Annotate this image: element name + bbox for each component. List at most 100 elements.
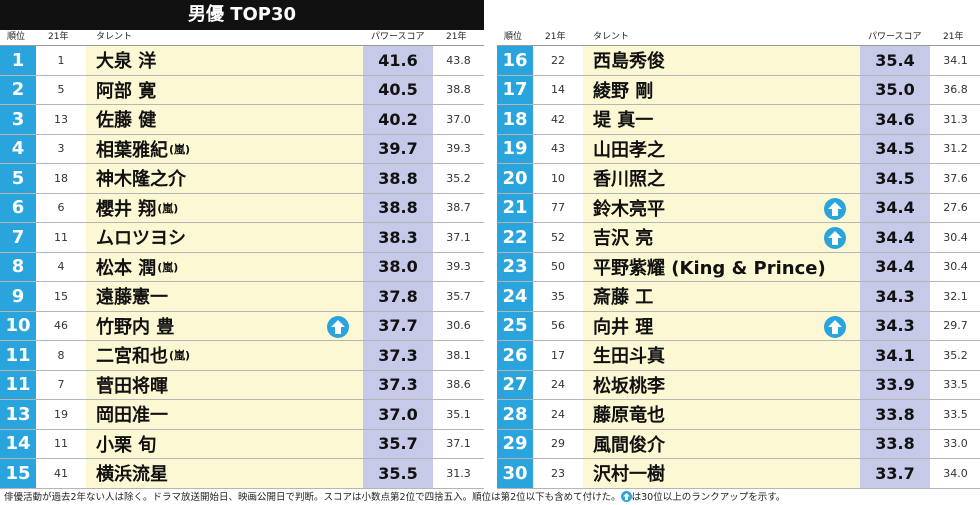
rank-cell: 4 [0, 134, 36, 163]
score21-cell: 34.1 [943, 53, 968, 67]
talent-cell: 松坂桃李 [583, 370, 860, 399]
talent-cell: 西島秀俊 [583, 46, 860, 75]
rank-cell: 30 [497, 459, 533, 488]
table-row: 17 14 綾野 剛 35.0 36.8 [497, 75, 980, 105]
rank-cell: 24 [497, 282, 533, 311]
talent-group: (嵐) [169, 142, 191, 156]
header-rank: 順位 [7, 32, 26, 42]
talent-group: (嵐) [157, 260, 179, 274]
prev-rank-cell: 43 [551, 142, 565, 156]
talent-name: 二宮和也 (嵐) [96, 341, 190, 370]
table-row: 18 42 堤 真一 34.6 31.3 [497, 105, 980, 135]
up-arrow-circle-icon [824, 227, 846, 249]
table-header: 順位 21年 タレント パワースコア 21年 [497, 30, 980, 46]
score21-cell: 31.2 [943, 142, 968, 156]
talent-group: (嵐) [169, 349, 191, 363]
rank-cell: 23 [497, 252, 533, 281]
talent-cell: 藤原竜也 [583, 400, 860, 429]
rank-cell: 20 [497, 164, 533, 193]
table-row: 28 24 藤原竜也 33.8 33.5 [497, 400, 980, 430]
power-score-cell: 38.3 [363, 223, 433, 252]
score21-cell: 30.6 [446, 319, 471, 333]
talent-name: 佐藤 健 [96, 105, 156, 134]
prev-rank-cell: 77 [551, 201, 565, 215]
prev-rank-cell: 22 [551, 53, 565, 67]
power-score-cell: 37.3 [363, 370, 433, 399]
talent-cell: 菅田将暉 [86, 370, 363, 400]
talent-name: 神木隆之介 [96, 164, 186, 193]
rank-cell: 11 [0, 341, 36, 370]
talent-name: 風間俊介 [593, 430, 665, 459]
prev-rank-cell: 35 [551, 289, 565, 303]
table-row: 4 3 相葉雅紀 (嵐) 39.7 39.3 [0, 134, 484, 164]
power-score-cell: 33.9 [860, 370, 930, 399]
table-row: 7 11 ムロツヨシ 38.3 37.1 [0, 223, 484, 253]
footnote: 俳優活動が過去2年ない人は除く。ドラマ放送開始日、映画公開日で判断。スコアは小数… [4, 489, 785, 503]
power-score-cell: 34.1 [860, 341, 930, 370]
talent-name: 山田孝之 [593, 135, 665, 164]
score21-cell: 33.5 [943, 378, 968, 392]
talent-cell: 山田孝之 [583, 134, 860, 164]
power-score-cell: 38.8 [363, 164, 433, 193]
prev-rank-cell: 5 [57, 83, 65, 97]
table-row: 5 18 神木隆之介 38.8 35.2 [0, 164, 484, 194]
talent-name: 相葉雅紀 (嵐) [96, 135, 190, 164]
rank-cell: 19 [497, 134, 533, 163]
talent-cell: 松本 潤 (嵐) [86, 252, 363, 281]
up-arrow-circle-icon [327, 315, 349, 338]
score21-cell: 38.6 [446, 378, 471, 392]
score21-cell: 37.1 [446, 437, 471, 451]
power-score-cell: 40.5 [363, 75, 433, 104]
rank-cell: 26 [497, 341, 533, 370]
talent-name: 香川照之 [593, 164, 665, 193]
talent-name: 岡田准一 [96, 400, 168, 429]
rank-cell: 28 [497, 400, 533, 429]
talent-name-text: 松坂桃李 [593, 375, 665, 397]
ranking-panel-right: 順位 21年 タレント パワースコア 21年 16 22 西島秀俊 35.4 34.1 1… [497, 30, 980, 489]
prev-rank-cell: 13 [54, 112, 68, 126]
prev-rank-cell: 3 [57, 142, 65, 156]
rank-cell: 22 [497, 223, 533, 252]
talent-cell: 吉沢 亮 [583, 223, 860, 252]
talent-name: 向井 理 [593, 312, 653, 341]
talent-name-text: 櫻井 翔 [96, 198, 157, 220]
score21-cell: 35.1 [446, 407, 471, 421]
rank-cell: 8 [0, 252, 36, 281]
header-power-score: パワースコア [868, 32, 922, 42]
table-row: 27 24 松坂桃李 33.9 33.5 [497, 370, 980, 400]
header-talent: タレント [593, 32, 630, 42]
talent-cell: 風間俊介 [583, 429, 860, 459]
talent-cell: 神木隆之介 [86, 164, 363, 193]
score21-cell: 34.0 [943, 466, 968, 480]
prev-rank-cell: 41 [54, 466, 68, 480]
score21-cell: 39.3 [446, 142, 471, 156]
prev-rank-cell: 18 [54, 171, 68, 185]
talent-cell: 向井 理 [583, 311, 860, 341]
score21-cell: 36.8 [943, 83, 968, 97]
talent-name-text: 沢村一樹 [593, 464, 665, 486]
talent-name: 菅田将暉 [96, 371, 168, 400]
score21-cell: 39.3 [446, 260, 471, 274]
up-arrow-circle-icon [620, 491, 632, 502]
table-row: 11 8 二宮和也 (嵐) 37.3 38.1 [0, 341, 484, 371]
rank-cell: 3 [0, 105, 36, 134]
table-row: 29 29 風間俊介 33.8 33.0 [497, 429, 980, 459]
talent-name-text: 生田斗真 [593, 346, 665, 368]
header-score21: 21年 [446, 32, 467, 42]
talent-name: 堤 真一 [593, 105, 653, 134]
header-rank: 順位 [504, 32, 523, 42]
talent-name-text: 綾野 剛 [593, 80, 654, 102]
talent-name: 平野紫耀 (King & Prince) [593, 253, 826, 282]
prev-rank-cell: 7 [57, 378, 65, 392]
prev-rank-cell: 52 [551, 230, 565, 244]
power-score-cell: 37.8 [363, 282, 433, 311]
rank-cell: 29 [497, 429, 533, 458]
talent-name-text: 竹野内 豊 [96, 316, 175, 338]
table-row: 24 35 斎藤 工 34.3 32.1 [497, 282, 980, 312]
power-score-cell: 34.4 [860, 252, 930, 281]
talent-cell: 大泉 洋 [86, 46, 363, 75]
talent-name-text: 二宮和也 [96, 346, 168, 368]
table-row: 3 13 佐藤 健 40.2 37.0 [0, 105, 484, 135]
talent-name: 遠藤憲一 [96, 282, 168, 311]
footnote-text: 俳優活動が過去2年ない人は除く。ドラマ放送開始日、映画公開日で判断。スコアは小数… [4, 492, 621, 503]
